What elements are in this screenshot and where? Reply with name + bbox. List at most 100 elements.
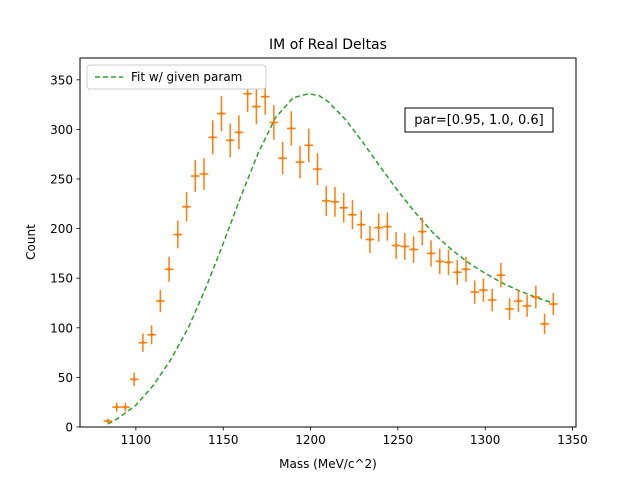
data-point (487, 288, 497, 312)
data-point (417, 217, 427, 246)
data-point-marker (237, 130, 241, 134)
data-point (496, 262, 506, 288)
data-point (252, 88, 261, 125)
data-point (365, 225, 375, 254)
data-point (409, 236, 418, 263)
fit-curve (107, 92, 554, 425)
data-point-marker (202, 172, 206, 176)
axes-frame (79, 57, 577, 428)
data-point-marker (263, 95, 267, 99)
data-point-marker (368, 237, 372, 242)
x-axis-label: Mass (MeV/c^2) (279, 457, 377, 471)
data-point (217, 95, 226, 132)
data-point-marker (324, 199, 328, 203)
data-point (374, 213, 384, 242)
data-point-marker (534, 295, 538, 299)
data-point (514, 289, 523, 313)
data-point-marker (333, 200, 337, 204)
data-point-marker (542, 322, 547, 326)
data-point-marker (184, 205, 189, 209)
data-point-marker (246, 92, 250, 96)
data-point-marker (516, 299, 520, 303)
data-point-marker (132, 377, 136, 381)
data-point (452, 259, 462, 285)
y-tick-label: 350 (50, 73, 73, 87)
data-point (426, 240, 436, 267)
data-point-marker (490, 298, 494, 302)
data-point-marker (394, 243, 398, 248)
data-point-marker (508, 307, 512, 311)
data-point (531, 285, 541, 309)
data-point-marker (350, 213, 355, 217)
data-point-marker (115, 405, 119, 409)
data-point-marker (385, 225, 389, 229)
data-point-marker (123, 405, 128, 409)
data-point (164, 256, 174, 282)
data-point (278, 141, 287, 175)
data-point (173, 220, 183, 249)
data-point (444, 249, 453, 276)
data-point-marker (446, 260, 451, 264)
y-tick-label: 200 (50, 222, 73, 236)
data-point-marker (438, 259, 442, 263)
data-point (435, 248, 445, 275)
data-point (286, 111, 296, 146)
data-point (182, 192, 191, 222)
data-point (540, 313, 549, 334)
data-point (391, 232, 401, 259)
data-point-marker (455, 270, 459, 274)
x-tick-label: 1200 (295, 433, 326, 447)
legend-entry-fit: Fit w/ given param (131, 70, 242, 84)
y-tick-label: 250 (50, 173, 73, 187)
data-point-marker (167, 267, 171, 271)
data-point-marker (211, 135, 215, 139)
data-point (304, 128, 314, 163)
data-point (383, 212, 392, 241)
x-axis: 1100 1150 1200 1250 1300 1350 (121, 427, 588, 447)
data-point (138, 333, 148, 352)
legend-box (86, 64, 267, 90)
data-point (479, 278, 488, 302)
data-point-marker (464, 267, 468, 271)
data-point (330, 186, 340, 217)
data-point-marker (289, 126, 293, 131)
data-point-marker (176, 232, 180, 237)
annotation-text: par=[0.95, 1.0, 0.6] (414, 113, 543, 128)
data-point-marker (342, 206, 346, 210)
x-tick-label: 1100 (121, 433, 152, 447)
x-tick-label: 1300 (470, 433, 501, 447)
data-point-marker (429, 251, 433, 256)
data-point (190, 160, 200, 192)
data-point (295, 145, 305, 179)
data-point (155, 289, 165, 313)
y-tick-label: 50 (58, 371, 73, 385)
data-point (269, 105, 279, 140)
y-tick-label: 100 (50, 321, 73, 335)
data-point-marker (158, 299, 162, 303)
chart-title: IM of Real Deltas (269, 37, 387, 53)
data-point (225, 123, 235, 158)
y-tick-label: 300 (50, 123, 73, 137)
data-point (505, 298, 514, 320)
data-point (147, 325, 156, 345)
data-point (339, 193, 349, 223)
data-point (129, 372, 139, 387)
plot-area (103, 75, 558, 425)
x-tick-label: 1250 (383, 433, 414, 447)
data-point-marker (254, 105, 258, 109)
data-point-marker (280, 156, 285, 160)
data-point (199, 158, 209, 190)
y-axis: 0 50 100 150 200 250 300 350 (50, 73, 80, 435)
data-point-marker (403, 244, 407, 249)
data-point (348, 200, 357, 230)
data-point-marker (377, 226, 381, 230)
data-point (470, 280, 480, 304)
data-point-marker (473, 290, 477, 294)
data-point (208, 120, 218, 155)
data-point-marker (411, 247, 416, 252)
data-point-marker (272, 120, 276, 125)
data-point (400, 233, 410, 260)
data-point-marker (499, 273, 503, 277)
annotation-box (404, 107, 554, 133)
